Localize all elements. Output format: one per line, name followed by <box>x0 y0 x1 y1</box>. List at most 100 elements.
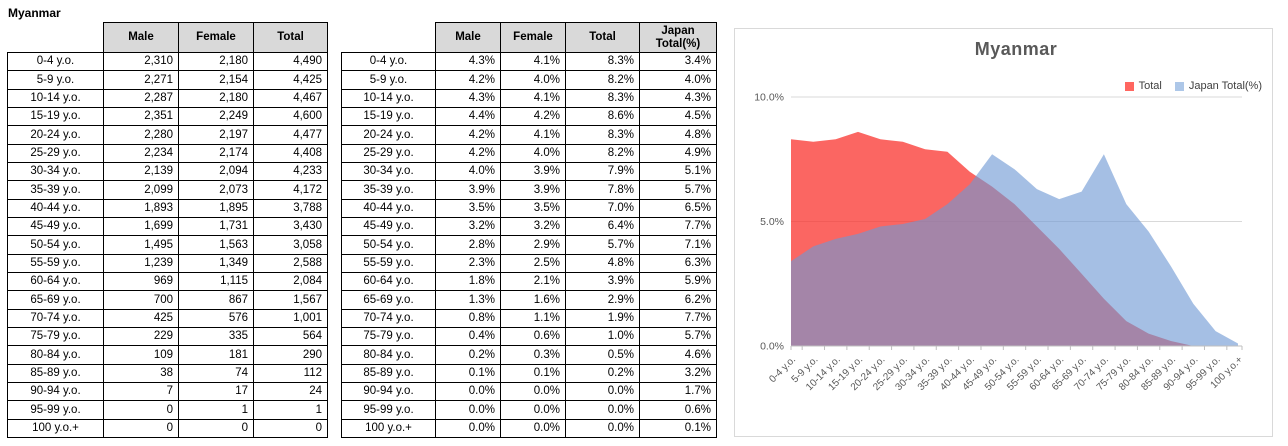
data-cell[interactable]: 7.7% <box>639 216 717 237</box>
data-cell[interactable]: 8.3% <box>565 88 640 108</box>
data-cell[interactable]: 3.5% <box>500 198 566 218</box>
age-group-cell[interactable]: 35-39 y.o. <box>7 180 104 200</box>
legend-item-total[interactable]: Total <box>1124 80 1162 92</box>
data-cell[interactable]: 2,588 <box>253 253 328 273</box>
age-group-cell[interactable]: 5-9 y.o. <box>7 70 104 90</box>
data-cell[interactable]: 2,280 <box>103 125 179 145</box>
data-cell[interactable]: 4.0% <box>500 70 566 90</box>
data-cell[interactable]: 6.5% <box>639 198 717 218</box>
age-group-cell[interactable]: 25-29 y.o. <box>7 143 104 163</box>
data-cell[interactable]: 1,239 <box>103 253 179 273</box>
data-cell[interactable]: 2.3% <box>435 253 501 273</box>
data-cell[interactable]: 1.1% <box>500 308 566 328</box>
age-group-cell[interactable]: 75-79 y.o. <box>7 326 104 347</box>
data-cell[interactable]: 0.8% <box>435 308 501 328</box>
age-group-cell[interactable]: 5-9 y.o. <box>341 70 436 90</box>
data-cell[interactable]: 0.0% <box>500 400 566 420</box>
data-cell[interactable]: 2,084 <box>253 271 328 292</box>
data-cell[interactable]: 3.9% <box>500 161 566 182</box>
column-header[interactable]: Total <box>565 22 640 53</box>
data-cell[interactable]: 1.8% <box>435 271 501 292</box>
data-cell[interactable]: 0.0% <box>435 418 501 438</box>
age-group-cell[interactable]: 95-99 y.o. <box>7 400 104 420</box>
data-cell[interactable]: 74 <box>178 363 254 383</box>
age-group-cell[interactable]: 30-34 y.o. <box>7 161 104 182</box>
data-cell[interactable]: 4,490 <box>253 51 328 72</box>
data-cell[interactable]: 4.1% <box>500 88 566 108</box>
column-header[interactable]: Female <box>500 22 566 53</box>
age-group-cell[interactable]: 90-94 y.o. <box>341 381 436 402</box>
data-cell[interactable]: 290 <box>253 345 328 365</box>
data-cell[interactable]: 2,271 <box>103 70 179 90</box>
age-group-cell[interactable]: 95-99 y.o. <box>341 400 436 420</box>
data-cell[interactable]: 2.9% <box>500 235 566 255</box>
legend-item-japan-total[interactable]: Japan Total(%) <box>1174 80 1262 92</box>
data-cell[interactable]: 0.3% <box>500 345 566 365</box>
data-cell[interactable]: 1,001 <box>253 308 328 328</box>
data-cell[interactable]: 1.9% <box>565 308 640 328</box>
data-cell[interactable]: 3.5% <box>435 198 501 218</box>
age-group-cell[interactable]: 10-14 y.o. <box>7 88 104 108</box>
age-group-cell[interactable]: 40-44 y.o. <box>341 198 436 218</box>
data-cell[interactable]: 0 <box>103 418 179 438</box>
data-cell[interactable]: 7.9% <box>565 161 640 182</box>
data-cell[interactable]: 109 <box>103 345 179 365</box>
data-cell[interactable]: 24 <box>253 381 328 402</box>
data-cell[interactable]: 6.3% <box>639 253 717 273</box>
data-cell[interactable]: 4.8% <box>565 253 640 273</box>
age-group-cell[interactable]: 10-14 y.o. <box>341 88 436 108</box>
data-cell[interactable]: 2,310 <box>103 51 179 72</box>
age-group-cell[interactable]: 0-4 y.o. <box>7 51 104 72</box>
data-cell[interactable]: 2,094 <box>178 161 254 182</box>
age-group-cell[interactable]: 0-4 y.o. <box>341 51 436 72</box>
age-group-cell[interactable]: 45-49 y.o. <box>341 216 436 237</box>
data-cell[interactable]: 969 <box>103 271 179 292</box>
data-cell[interactable]: 1,563 <box>178 235 254 255</box>
age-group-cell[interactable]: 20-24 y.o. <box>7 125 104 145</box>
data-cell[interactable]: 0 <box>253 418 328 438</box>
age-distribution-chart-panel[interactable]: 0.0% 5.0% 10.0% 0-4 y.o. 5-9 y.o. 10-14 y.o. 1… <box>734 28 1273 437</box>
column-header[interactable]: Japan Total(%) <box>639 22 717 53</box>
data-cell[interactable]: 0.0% <box>565 400 640 420</box>
data-cell[interactable]: 3.2% <box>639 363 717 383</box>
data-cell[interactable]: 7.1% <box>639 235 717 255</box>
data-cell[interactable]: 2,180 <box>178 88 254 108</box>
data-cell[interactable]: 0.4% <box>435 326 501 347</box>
data-cell[interactable]: 4,477 <box>253 125 328 145</box>
age-group-cell[interactable]: 55-59 y.o. <box>7 253 104 273</box>
data-cell[interactable]: 2,099 <box>103 180 179 200</box>
age-group-cell[interactable]: 65-69 y.o. <box>341 290 436 310</box>
data-cell[interactable]: 4,425 <box>253 70 328 90</box>
data-cell[interactable]: 3,788 <box>253 198 328 218</box>
data-cell[interactable]: 700 <box>103 290 179 310</box>
data-cell[interactable]: 2,249 <box>178 106 254 127</box>
data-cell[interactable]: 335 <box>178 326 254 347</box>
age-group-cell[interactable]: 80-84 y.o. <box>341 345 436 365</box>
data-cell[interactable]: 0.0% <box>500 381 566 402</box>
data-cell[interactable]: 4,467 <box>253 88 328 108</box>
age-group-cell[interactable]: 45-49 y.o. <box>7 216 104 237</box>
data-cell[interactable]: 0.0% <box>500 418 566 438</box>
data-cell[interactable]: 5.7% <box>565 235 640 255</box>
data-cell[interactable]: 112 <box>253 363 328 383</box>
data-cell[interactable]: 4.3% <box>435 51 501 72</box>
data-cell[interactable]: 4.9% <box>639 143 717 163</box>
data-cell[interactable]: 4.0% <box>500 143 566 163</box>
data-cell[interactable]: 3.9% <box>500 180 566 200</box>
age-group-cell[interactable]: 60-64 y.o. <box>7 271 104 292</box>
data-cell[interactable]: 4.5% <box>639 106 717 127</box>
data-cell[interactable]: 1,731 <box>178 216 254 237</box>
data-cell[interactable]: 4.2% <box>435 125 501 145</box>
data-cell[interactable]: 3.2% <box>500 216 566 237</box>
data-cell[interactable]: 2,073 <box>178 180 254 200</box>
age-group-cell[interactable]: 85-89 y.o. <box>7 363 104 383</box>
data-cell[interactable]: 2,351 <box>103 106 179 127</box>
data-cell[interactable]: 2,197 <box>178 125 254 145</box>
age-group-cell[interactable]: 85-89 y.o. <box>341 363 436 383</box>
data-cell[interactable]: 7.0% <box>565 198 640 218</box>
data-cell[interactable]: 3,058 <box>253 235 328 255</box>
data-cell[interactable]: 0.0% <box>565 381 640 402</box>
data-cell[interactable]: 564 <box>253 326 328 347</box>
data-cell[interactable]: 3.9% <box>435 180 501 200</box>
data-cell[interactable]: 1,349 <box>178 253 254 273</box>
